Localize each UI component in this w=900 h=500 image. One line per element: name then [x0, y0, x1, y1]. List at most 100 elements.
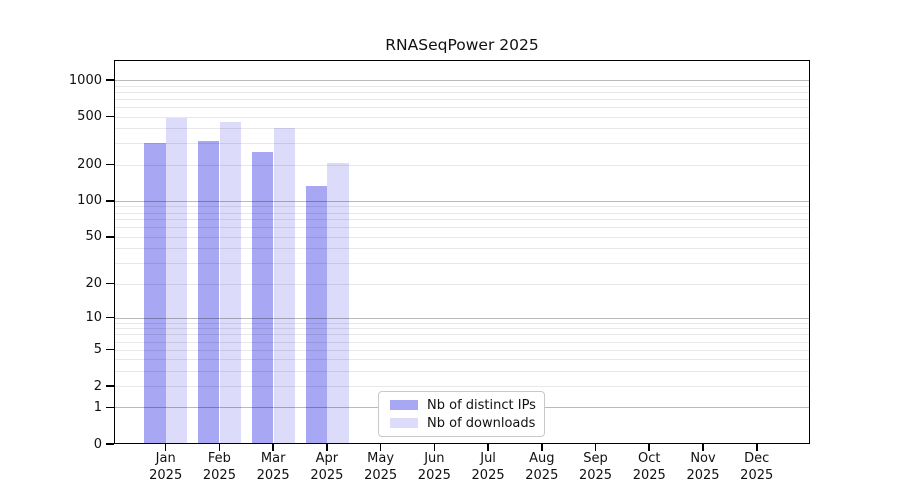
x-tick-label-line: Feb	[207, 451, 231, 466]
bar-distinct-ips	[144, 143, 166, 444]
x-tick-label-line: Dec	[744, 451, 770, 466]
y-tick-mark	[106, 385, 114, 387]
gridline-minor	[114, 143, 810, 145]
x-tick-label-line: Mar	[260, 451, 286, 466]
x-tick-mark	[379, 444, 382, 451]
legend-item-downloads: Nb of downloads	[390, 416, 544, 431]
gridline-minor	[114, 85, 810, 87]
gridline-minor	[114, 164, 810, 166]
x-tick-label: Jun 2025	[404, 451, 464, 484]
x-tick-label-line: Jan	[155, 451, 176, 466]
y-tick-label: 1000	[68, 72, 102, 88]
x-tick-label-line: 2025	[525, 467, 559, 483]
gridline-minor	[114, 128, 810, 130]
x-tick-label-line: 2025	[202, 467, 236, 483]
x-tick-mark	[702, 444, 704, 451]
chart-title: RNASeqPower 2025	[385, 36, 539, 54]
y-tick-mark	[106, 236, 114, 238]
x-tick-label: Dec 2025	[727, 451, 787, 484]
y-tick-mark	[106, 348, 114, 351]
gridline-minor	[114, 263, 810, 265]
x-tick-label: Jan 2025	[136, 451, 196, 484]
gridline-minor	[114, 106, 810, 108]
gridline-minor	[114, 386, 810, 388]
gridline-minor	[114, 206, 810, 208]
y-tick-label: 1	[93, 399, 102, 415]
x-tick-label: Jul 2025	[458, 451, 518, 484]
gridline-minor	[114, 328, 810, 330]
y-tick-label: 20	[85, 276, 102, 292]
x-tick-label-line: 2025	[686, 467, 720, 483]
y-tick-mark	[106, 163, 114, 166]
gridline-minor	[114, 283, 810, 285]
y-tick-label: 10	[85, 310, 102, 326]
x-tick-label: Nov 2025	[673, 451, 733, 484]
x-tick-label-line: 2025	[310, 467, 344, 483]
bar-downloads	[327, 163, 349, 444]
x-tick-label-line: 2025	[578, 467, 613, 483]
x-tick-label-line: Apr	[315, 451, 339, 466]
y-tick-label: 2	[93, 378, 102, 394]
gridline-minor	[114, 116, 810, 118]
gridline-minor	[114, 91, 810, 93]
gridline-minor	[114, 98, 810, 100]
x-tick-mark	[648, 444, 651, 451]
x-tick-label-line: 2025	[256, 467, 290, 483]
gridline-minor	[114, 227, 810, 229]
x-tick-label: Feb 2025	[189, 451, 249, 484]
legend-label-downloads: Nb of downloads	[427, 415, 536, 431]
x-tick-mark	[326, 444, 328, 451]
y-tick-mark	[106, 115, 114, 118]
x-tick-label-line: Jun	[424, 451, 445, 466]
x-tick-label-line: 2025	[740, 467, 774, 483]
x-tick-label-line: Oct	[638, 451, 661, 466]
x-tick-mark	[541, 444, 543, 451]
bar-distinct-ips	[198, 140, 220, 444]
y-tick-mark	[106, 200, 114, 202]
bar-downloads	[273, 128, 295, 444]
gridline-minor	[114, 359, 810, 361]
gridline-minor	[114, 212, 810, 214]
legend-swatch-downloads	[390, 418, 418, 428]
y-tick-mark	[106, 79, 114, 81]
y-tick-label: 100	[77, 193, 102, 209]
gridline-minor	[114, 349, 810, 351]
bar-distinct-ips	[251, 151, 274, 444]
legend-item-distinct-ips: Nb of distinct IPs	[390, 398, 544, 413]
x-tick-label: Sep 2025	[566, 451, 626, 484]
x-tick-mark	[433, 444, 436, 451]
bar-downloads	[219, 122, 242, 444]
x-tick-mark	[272, 444, 274, 451]
y-tick-label: 50	[85, 229, 102, 245]
x-tick-label: Aug 2025	[512, 451, 572, 484]
legend-swatch-distinct-ips	[390, 400, 418, 410]
x-tick-label-line: 2025	[417, 467, 451, 483]
x-tick-label-line: Sep	[583, 451, 608, 466]
x-tick-label-line: Nov	[690, 451, 716, 466]
gridline-major	[114, 317, 810, 319]
gridline-major	[114, 200, 810, 202]
y-tick-label: 5	[93, 342, 102, 358]
y-tick-label: 500	[77, 109, 102, 125]
x-tick-label-line: May	[367, 451, 395, 466]
x-tick-label-line: 2025	[364, 467, 398, 483]
gridline-minor	[114, 236, 810, 238]
bar-distinct-ips	[305, 185, 327, 444]
x-tick-mark	[594, 444, 597, 451]
gridline-minor	[114, 341, 810, 343]
gridline-minor	[114, 334, 810, 336]
gridline-minor	[114, 219, 810, 221]
x-tick-mark	[218, 444, 221, 451]
gridline-minor	[114, 248, 810, 250]
y-tick-label: 200	[77, 157, 102, 173]
x-tick-label-line: 2025	[632, 467, 666, 483]
y-tick-mark	[106, 282, 114, 285]
y-tick-mark	[106, 406, 114, 409]
x-tick-mark	[164, 444, 167, 451]
gridline-major	[114, 80, 810, 82]
gridline-minor	[114, 322, 810, 324]
x-tick-label: May 2025	[351, 451, 411, 484]
gridline-minor	[114, 370, 810, 372]
legend-label-distinct-ips: Nb of distinct IPs	[427, 397, 536, 413]
